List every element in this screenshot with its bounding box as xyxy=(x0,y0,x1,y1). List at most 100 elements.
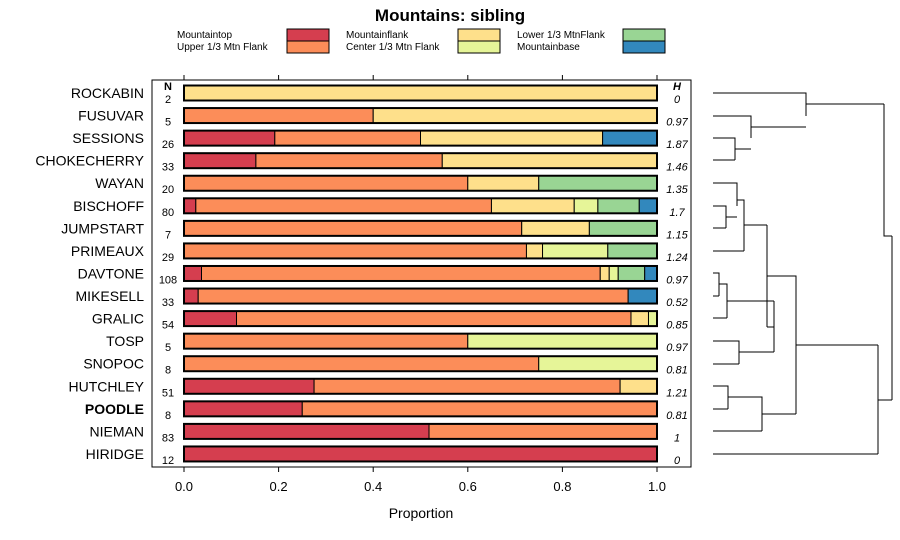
bar-segment xyxy=(467,175,540,192)
diversity-label: 0.85 xyxy=(666,320,688,332)
bar-segment xyxy=(428,423,658,440)
bar-segment xyxy=(525,242,544,259)
dendrogram-branch xyxy=(737,199,745,251)
bar-segment xyxy=(183,130,276,147)
bar-segment xyxy=(608,265,619,282)
bar-segment xyxy=(644,265,658,282)
bar-outline xyxy=(183,219,658,237)
sample-size-label: 26 xyxy=(162,139,174,151)
dendrogram-branch xyxy=(713,182,738,206)
bar-segment xyxy=(183,310,238,327)
bar-segment xyxy=(647,310,658,327)
sample-size-label: 83 xyxy=(162,432,174,444)
bar-outline xyxy=(183,445,658,463)
sample-size-label: 8 xyxy=(165,365,171,377)
dendrogram-branch xyxy=(713,385,729,409)
sample-size-label: 33 xyxy=(162,162,174,174)
bar-outline xyxy=(183,129,658,147)
bar-segment xyxy=(183,152,257,169)
bar-outline xyxy=(183,264,658,282)
bar-segment xyxy=(627,288,658,305)
bar-segment xyxy=(521,220,590,237)
bar-segment xyxy=(441,152,658,169)
diversity-label: 0.52 xyxy=(666,297,687,309)
diversity-label: 1.7 xyxy=(669,207,685,219)
dendrogram xyxy=(713,92,893,455)
bar-outline xyxy=(183,107,658,125)
diversity-label: 0.97 xyxy=(666,117,688,129)
x-tick-label: 1.0 xyxy=(648,479,666,494)
bar-segment xyxy=(573,197,599,214)
legend-label: Mountainbase xyxy=(517,42,580,53)
row-label: GRALIC xyxy=(92,311,144,327)
bar-segment xyxy=(183,288,199,305)
row-label: SESSIONS xyxy=(72,130,144,146)
dendrogram-branch xyxy=(713,137,736,160)
x-axis: 0.0 0.2 0.4 0.6 0.8 1.0 xyxy=(175,75,666,494)
legend-swatch xyxy=(457,28,501,42)
x-tick-label: 0.4 xyxy=(364,479,382,494)
dendrogram-branch xyxy=(713,205,727,228)
bar-segment xyxy=(467,333,658,350)
bar-segment xyxy=(588,220,658,237)
chart-title: Mountains: sibling xyxy=(375,6,525,25)
row-label: DAVTONE xyxy=(78,265,144,281)
plot-frame xyxy=(151,79,692,468)
row-label: CHOKECHERRY xyxy=(35,153,144,169)
diversity-label: 1.46 xyxy=(666,162,688,174)
bar-segment xyxy=(201,265,601,282)
sample-size-label: 8 xyxy=(165,410,171,422)
bar-segment xyxy=(183,378,315,395)
bar-segment xyxy=(183,85,658,101)
sample-size-label: 108 xyxy=(159,274,177,286)
bar-segment xyxy=(542,242,609,259)
sample-size-label: 12 xyxy=(162,455,174,467)
dendrogram-branch xyxy=(767,275,797,414)
sample-size-label: 54 xyxy=(162,320,174,332)
bar-segment xyxy=(538,175,658,192)
bar-outline xyxy=(183,242,658,260)
bar-segment xyxy=(538,355,658,372)
row-label: HIRIDGE xyxy=(86,446,144,462)
bar-segment xyxy=(313,378,621,395)
row-label: TOSP xyxy=(106,333,144,349)
bar-outline xyxy=(183,400,658,418)
legend-label: Mountainflank xyxy=(346,30,409,41)
row-label: FUSUVAR xyxy=(78,108,144,124)
row-label: PRIMEAUX xyxy=(71,243,145,259)
legend-swatch xyxy=(286,40,330,54)
row-label: BISCHOFF xyxy=(73,198,144,214)
bar-segment xyxy=(236,310,632,327)
bar-segment xyxy=(607,242,658,259)
n-header: N xyxy=(164,81,172,93)
bar-segment xyxy=(420,130,604,147)
row-label: WAYAN xyxy=(95,175,144,191)
bar-segment xyxy=(638,197,658,214)
row-label: NIEMAN xyxy=(90,423,144,439)
sample-size-label: 29 xyxy=(162,252,174,264)
diversity-label: 0.81 xyxy=(666,365,687,377)
diversity-label: 0 xyxy=(674,455,681,467)
diversity-label: 1.24 xyxy=(666,252,687,264)
x-tick-label: 0.6 xyxy=(459,479,477,494)
sample-size-label: 2 xyxy=(165,94,171,106)
row-label: SNOPOC xyxy=(83,356,144,372)
bar-segment xyxy=(255,152,443,169)
legend-label: Mountaintop xyxy=(177,30,232,41)
bar-segment xyxy=(617,265,646,282)
diversity-label: 1.87 xyxy=(666,139,688,151)
bar-segment xyxy=(183,220,523,237)
dendrogram-branch xyxy=(728,396,763,431)
bar-segment xyxy=(301,400,658,417)
bar-outline xyxy=(183,84,658,102)
x-axis-label: Proportion xyxy=(389,505,454,521)
bar-outline xyxy=(183,287,658,305)
legend-swatch xyxy=(622,40,666,54)
x-tick-label: 0.8 xyxy=(553,479,571,494)
dendrogram-branch xyxy=(883,104,892,237)
legend-label: Center 1/3 Mtn Flank xyxy=(346,42,440,53)
diversity-label: 1.15 xyxy=(666,229,688,241)
bar-segment xyxy=(183,423,430,440)
diversity-label: 1 xyxy=(674,432,680,444)
